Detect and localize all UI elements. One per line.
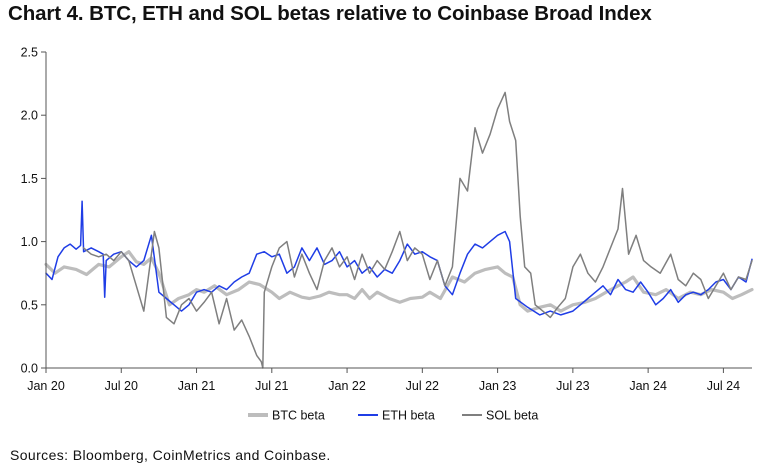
chart: 0.0 0.5 1.0 1.5 2.0 2.5 Jan 20 Jul 20 Jan 21 Jul … [21, 46, 754, 423]
plot-area [44, 91, 754, 369]
x-tick-label: Jan 21 [178, 379, 216, 393]
y-tick-label: 0.5 [21, 298, 38, 312]
legend-label: BTC beta [272, 409, 325, 423]
x-tick-label: Jul 20 [105, 379, 138, 393]
series-line-eth [45, 200, 753, 316]
legend-label: ETH beta [382, 409, 435, 423]
x-tick-label: Jul 22 [406, 379, 439, 393]
x-tick-label: Jul 24 [707, 379, 740, 393]
x-tick-label: Jan 22 [328, 379, 366, 393]
axes: 0.0 0.5 1.0 1.5 2.0 2.5 Jan 20 Jul 20 Jan 21 Jul … [21, 46, 752, 393]
y-tick-label: 2.0 [21, 109, 38, 123]
source-note: Sources: Bloomberg, CoinMetrics and Coin… [10, 447, 331, 463]
x-tick-label: Jan 20 [27, 379, 65, 393]
chart-title: Chart 4. BTC, ETH and SOL betas relative… [8, 2, 652, 25]
y-tick-label: 1.5 [21, 172, 38, 186]
y-tick-label: 2.5 [21, 46, 38, 60]
y-tick-label: 0.0 [21, 362, 38, 376]
x-tick-label: Jul 21 [255, 379, 288, 393]
series-line-sol [82, 91, 753, 369]
x-tick-label: Jul 23 [556, 379, 589, 393]
x-tick-label: Jan 24 [629, 379, 667, 393]
legend: BTC beta ETH beta SOL beta [248, 409, 538, 423]
series-line-btc [44, 250, 754, 313]
y-tick-label: 1.0 [21, 235, 38, 249]
legend-label: SOL beta [486, 409, 538, 423]
x-tick-label: Jan 23 [479, 379, 517, 393]
